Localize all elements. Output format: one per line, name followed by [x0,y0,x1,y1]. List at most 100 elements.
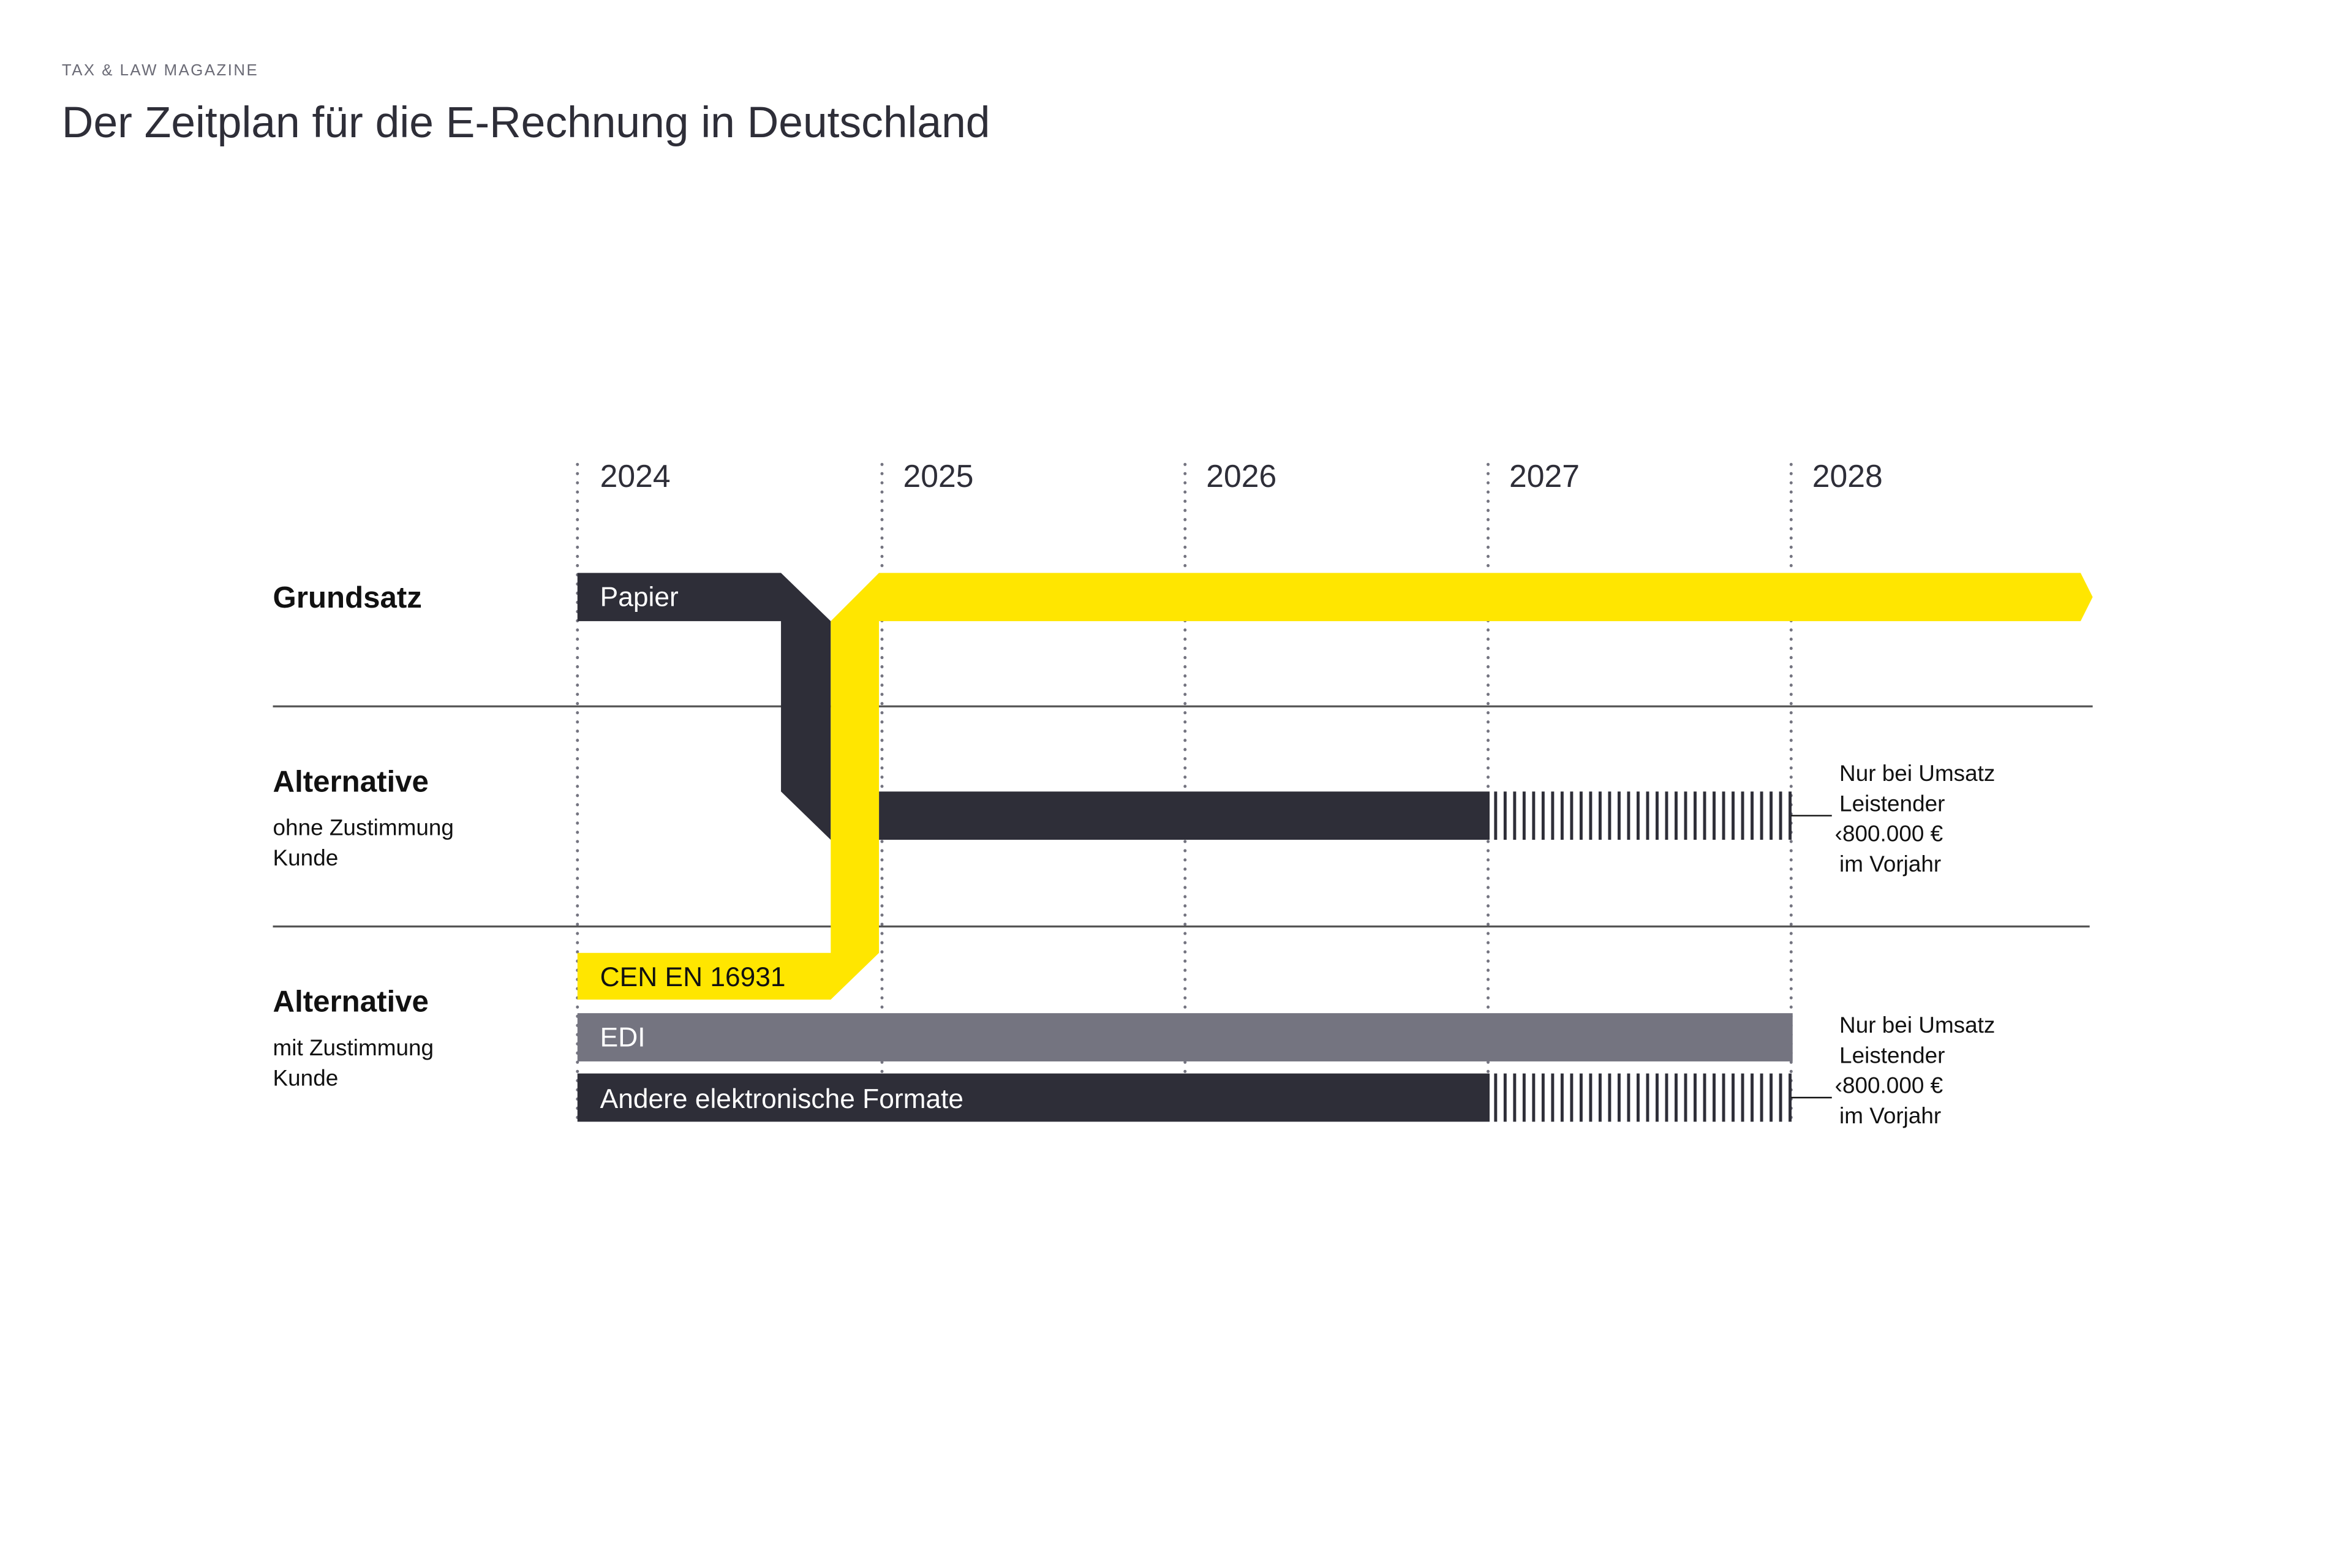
hatch-stripe [1570,791,1574,840]
year-label: 2028 [1812,458,1883,494]
hatch-stripe [1503,1073,1507,1122]
hatch-stripe [1627,791,1630,840]
hatch-stripe [1627,1073,1630,1122]
hatch-stripe [1589,1073,1593,1122]
bar-label-edi: EDI [600,1022,646,1052]
hatch-stripe [1608,1073,1611,1122]
row-label-grundsatz: Grundsatz [273,581,422,614]
hatch-stripe [1789,791,1792,840]
hatch-stripe [1675,791,1678,840]
alternative-ohne-bar [879,791,1490,840]
hatch-stripe [1513,1073,1517,1122]
note-line: ‹800.000 € [1835,821,1943,846]
hatch-stripe [1713,791,1716,840]
hatch-stripe [1560,791,1564,840]
hatch-stripe [1675,1073,1678,1122]
year-label: 2025 [903,458,973,494]
bar-label-papier: Papier [600,582,679,612]
threshold-note: Nur bei Umsatz Leistender ‹800.000 € im … [1835,1012,1996,1128]
year-label: 2026 [1206,458,1276,494]
hatch-stripe [1665,791,1668,840]
page-title: Der Zeitplan für die E-Rechnung in Deuts… [62,98,990,147]
hatch-stripe [1684,791,1687,840]
hatch-stripe [1656,1073,1659,1122]
hatch-stripe [1522,1073,1526,1122]
note-line: Nur bei Umsatz [1839,761,1995,786]
hatch-stripe [1760,791,1763,840]
bar-label-andere: Andere elektronische Formate [600,1084,963,1114]
hatch-stripe [1617,791,1621,840]
hatch-stripe [1656,791,1659,840]
hatch-stripe [1760,1073,1763,1122]
hatch-stripe [1532,791,1536,840]
hatch-stripe [1779,791,1782,840]
row-sublabel: Kunde [273,1065,339,1090]
hatch-stripe [1789,1073,1792,1122]
note-line: Nur bei Umsatz [1839,1012,1995,1038]
cen-en-16931-flow [577,573,2093,1000]
note-line: im Vorjahr [1839,1103,1941,1128]
note-line: Leistender [1839,1042,1945,1068]
note-line: ‹800.000 € [1835,1073,1943,1098]
bar-label-cen: CEN EN 16931 [600,962,786,992]
hatch-stripe [1703,791,1706,840]
hatch-stripe [1770,1073,1773,1122]
hatch-stripe [1694,1073,1697,1122]
hatch-stripe [1665,1073,1668,1122]
hatch-stripe [1637,791,1640,840]
hatch-stripe [1770,791,1773,840]
andere-formate-bar [577,1073,1490,1122]
hatch-stripe [1741,1073,1744,1122]
hatch-stripe [1494,1073,1498,1122]
hatch-stripe [1589,791,1593,840]
hatch-stripe [1779,1073,1782,1122]
hatch-stripe [1694,791,1697,840]
hatch-stripe [1608,791,1611,840]
hatch-stripe [1703,1073,1706,1122]
hatch-stripe [1722,1073,1725,1122]
hatch-stripe [1741,791,1744,840]
hatch-stripe [1522,791,1526,840]
hatch-stripe [1713,1073,1716,1122]
hatch-stripe [1541,791,1545,840]
hatch-stripe [1598,1073,1602,1122]
edi-bar [577,1013,1793,1061]
hatch-stripe [1503,791,1507,840]
year-labels: 2024 2025 2026 2027 2028 [600,458,1883,494]
row-sublabel: ohne Zustimmung [273,815,454,840]
hatch-stripe [1494,791,1498,840]
hatch-stripe [1617,1073,1621,1122]
note-line: Leistender [1839,791,1945,816]
magazine-kicker: TAX & LAW MAGAZINE [62,62,258,79]
hatch-stripe [1579,1073,1583,1122]
hatch-stripe [1513,791,1517,840]
hatch-stripe [1751,791,1754,840]
hatch-stripe [1598,791,1602,840]
phase-out-hatch [1494,1073,1792,1122]
note-line: im Vorjahr [1839,851,1941,876]
row-label-alternative: Alternative [273,985,429,1019]
year-label: 2027 [1509,458,1580,494]
row-sublabel: mit Zustimmung [273,1035,434,1060]
hatch-stripe [1560,1073,1564,1122]
hatch-stripe [1732,1073,1735,1122]
hatch-stripe [1646,791,1649,840]
row-label-alternative: Alternative [273,764,429,798]
papier-flow [577,573,831,840]
threshold-note: Nur bei Umsatz Leistender ‹800.000 € im … [1835,761,1996,876]
hatch-stripe [1541,1073,1545,1122]
hatch-stripe [1646,1073,1649,1122]
hatch-stripe [1570,1073,1574,1122]
hatch-stripe [1551,791,1555,840]
hatch-stripe [1732,791,1735,840]
row-sublabel: Kunde [273,845,339,870]
hatch-stripe [1751,1073,1754,1122]
phase-out-hatch [1494,791,1792,840]
year-label: 2024 [600,458,671,494]
hatch-stripe [1722,791,1725,840]
hatch-stripe [1637,1073,1640,1122]
hatch-stripe [1551,1073,1555,1122]
hatch-stripe [1532,1073,1536,1122]
hatch-stripe [1579,791,1583,840]
